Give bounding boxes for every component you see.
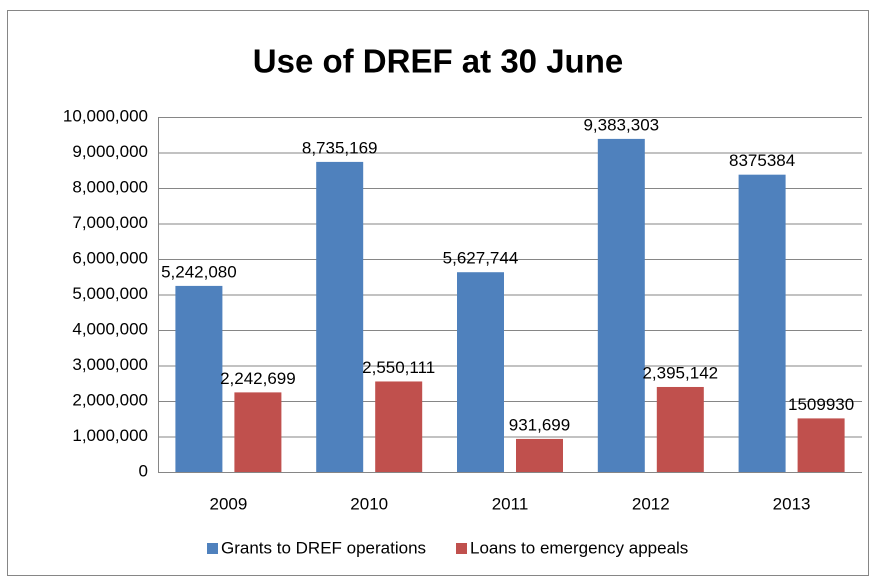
- y-tick-label: 3,000,000: [72, 355, 148, 374]
- value-label: 931,699: [509, 415, 570, 434]
- chart-border: [7, 10, 869, 576]
- y-tick-label: 0: [139, 461, 148, 480]
- value-label: 1509930: [788, 395, 854, 414]
- bar: [597, 138, 645, 472]
- bar: [516, 438, 563, 472]
- y-tick-label: 5,000,000: [72, 284, 148, 303]
- legend-swatch: [456, 543, 467, 554]
- value-label: 9,383,303: [583, 115, 659, 134]
- bar: [656, 386, 704, 472]
- bar: [234, 392, 282, 472]
- chart-title: Use of DREF at 30 June: [253, 43, 623, 80]
- value-label: 8375384: [729, 151, 795, 170]
- x-tick-label: 2012: [632, 494, 670, 513]
- y-tick-label: 7,000,000: [72, 213, 148, 232]
- legend-swatch: [207, 543, 218, 554]
- x-tick-label: 2013: [773, 494, 811, 513]
- legend-label: Loans to emergency appeals: [470, 538, 688, 557]
- value-label: 2,395,142: [642, 363, 718, 382]
- bar: [457, 272, 504, 472]
- y-tick-label: 10,000,000: [63, 106, 148, 125]
- value-label: 5,627,744: [443, 249, 519, 268]
- y-tick-label: 8,000,000: [72, 177, 148, 196]
- y-tick-label: 4,000,000: [72, 319, 148, 338]
- y-tick-label: 9,000,000: [72, 142, 148, 161]
- y-tick-label: 6,000,000: [72, 248, 148, 267]
- bar: [175, 285, 223, 472]
- bar: [738, 174, 786, 472]
- value-label: 2,242,699: [220, 369, 296, 388]
- bar: [316, 161, 364, 473]
- y-tick-label: 2,000,000: [72, 390, 148, 409]
- x-tick-label: 2009: [209, 494, 247, 513]
- y-tick-label: 1,000,000: [72, 426, 148, 445]
- legend-label: Grants to DREF operations: [221, 538, 426, 557]
- bar: [797, 418, 845, 472]
- x-tick-label: 2010: [350, 494, 388, 513]
- value-label: 2,550,111: [362, 358, 435, 377]
- value-label: 5,242,080: [161, 262, 237, 281]
- x-tick-label: 2011: [492, 494, 529, 513]
- value-label: 8,735,169: [302, 138, 378, 157]
- bar: [375, 381, 423, 472]
